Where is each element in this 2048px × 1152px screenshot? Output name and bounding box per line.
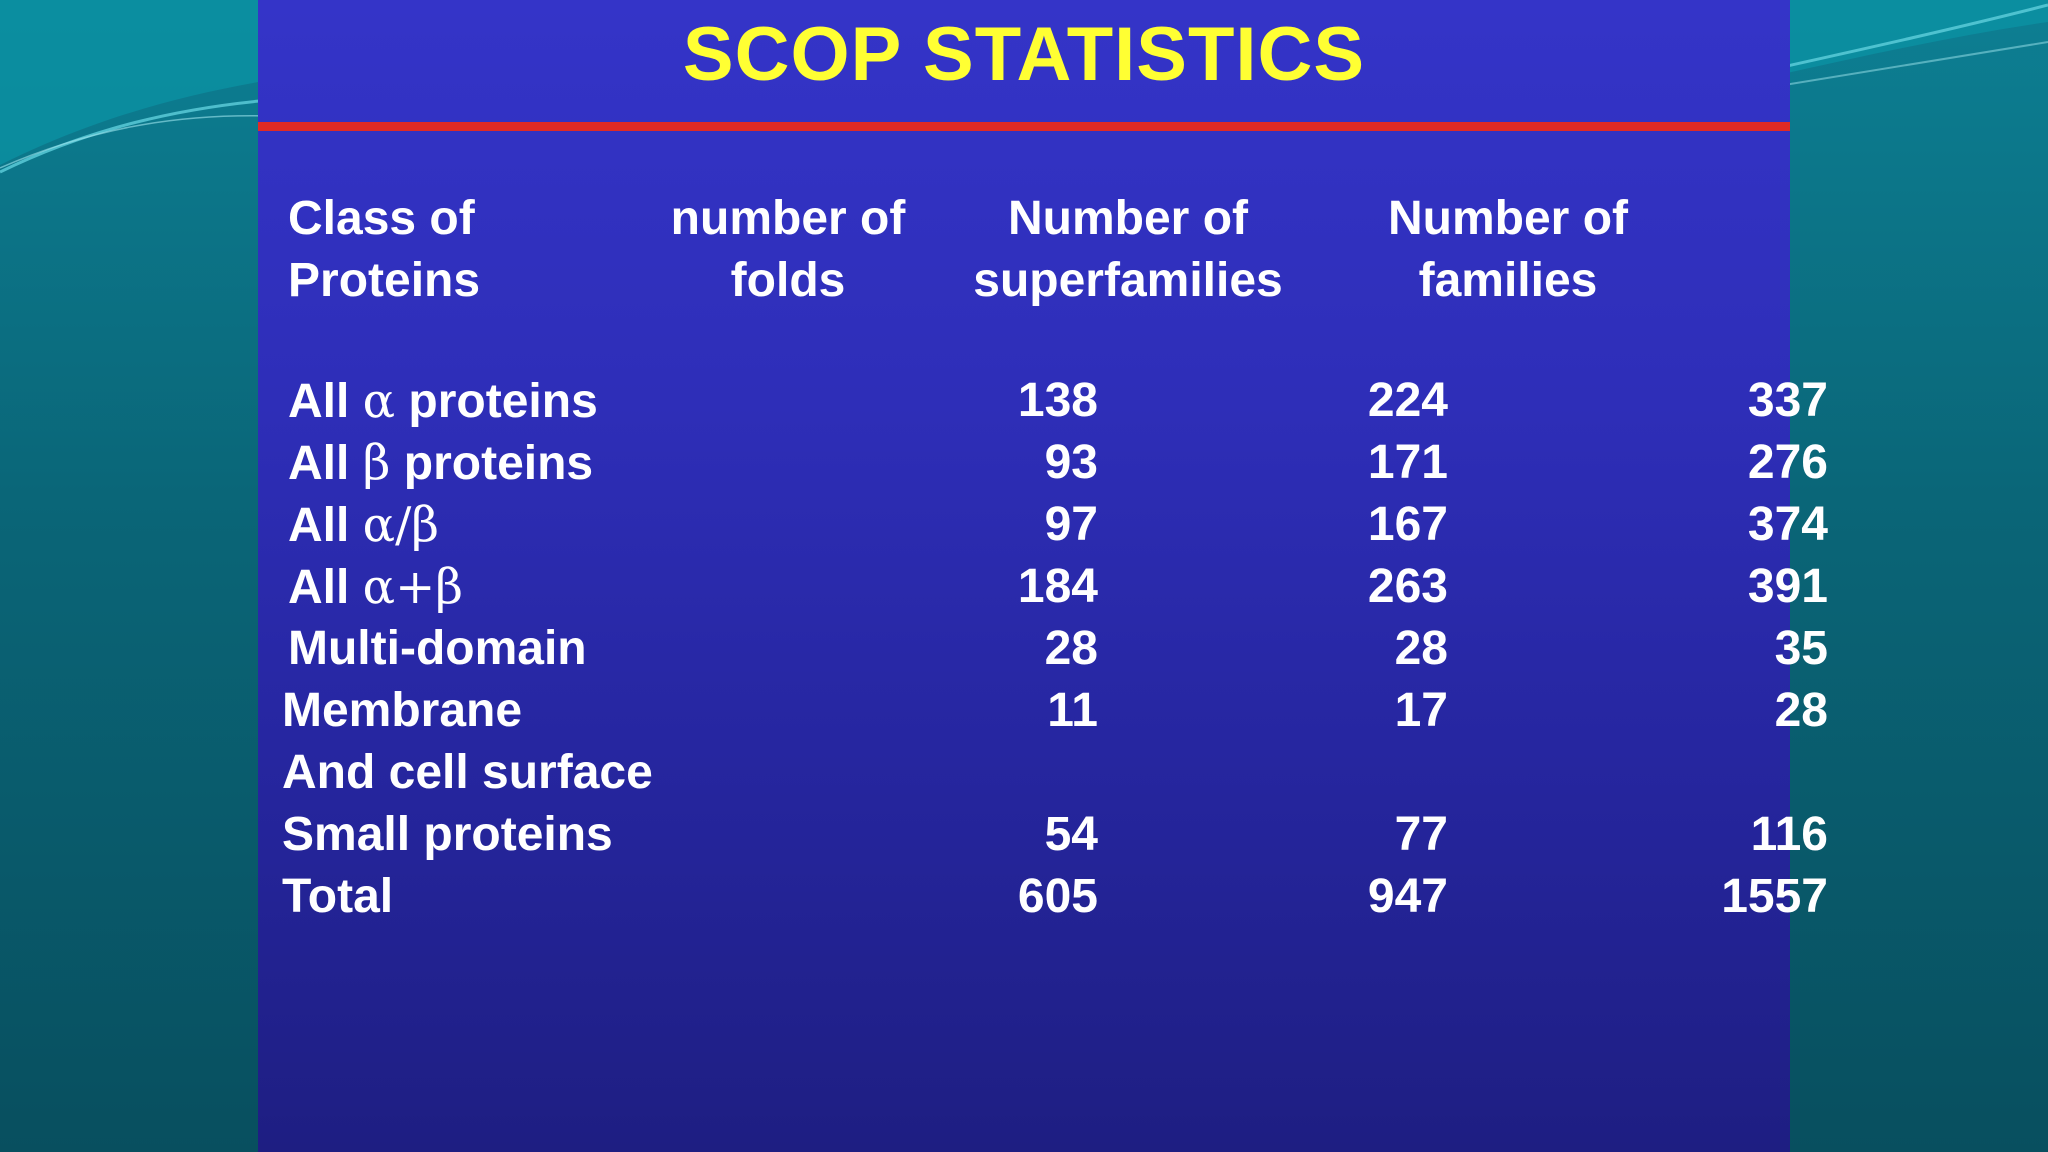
left-swoosh-decoration	[0, 0, 270, 174]
families-value: 374	[1747, 498, 1828, 551]
superfamilies-value: 947	[1367, 870, 1448, 923]
row-label: Multi-domain	[288, 618, 748, 680]
superfamilies-value: 77	[1394, 808, 1448, 861]
row-label: Total	[282, 866, 742, 928]
row-label-suffix: proteins	[395, 375, 598, 428]
header-superfamilies-line: superfamilies	[973, 254, 1283, 307]
header-superfamilies-line: Number of	[1008, 192, 1248, 245]
folds-value: 28	[1044, 622, 1098, 675]
row-label-text: Total	[282, 870, 394, 923]
header-superfamilies: Number of superfamilies	[958, 188, 1298, 312]
families-value: 35	[1774, 622, 1828, 675]
row-label-text: All	[288, 437, 363, 490]
superfamilies-value: 263	[1367, 560, 1448, 613]
folds-value: 138	[1017, 374, 1098, 427]
header-class-line: Proteins	[288, 254, 481, 307]
header-class: Class of Proteins	[288, 188, 668, 312]
row-label-greek: α/β	[362, 497, 440, 553]
superfamilies-value: 17	[1394, 684, 1448, 737]
row-label-text: Multi-domain	[288, 622, 587, 675]
header-folds-line: number of	[670, 192, 906, 245]
row-label: Small proteins	[282, 804, 742, 866]
row-label-text: Membrane	[282, 684, 523, 737]
families-value: 1557	[1721, 870, 1828, 923]
families-value: 391	[1747, 560, 1828, 613]
families-value: 276	[1747, 436, 1828, 489]
row-label-greek: α+β	[362, 559, 464, 615]
folds-value: 97	[1044, 498, 1098, 551]
families-value: 337	[1747, 374, 1828, 427]
header-families-line: families	[1418, 254, 1598, 307]
row-label-text: All	[288, 561, 363, 614]
row-label-text: All	[288, 499, 363, 552]
row-label-text: And cell surface	[282, 746, 653, 799]
header-folds: number of folds	[638, 188, 938, 312]
slide-panel: SCOP STATISTICS Class of Proteins number o…	[258, 0, 1828, 1152]
superfamilies-value: 171	[1367, 436, 1448, 489]
row-label: And cell surface	[282, 742, 742, 804]
row-label-text: All	[288, 375, 363, 428]
row-label: All β proteins	[288, 432, 748, 495]
folds-value: 184	[1017, 560, 1098, 613]
row-label-greek: β	[362, 435, 391, 491]
slide-title: SCOP STATISTICS	[682, 12, 1366, 97]
header-class-line: Class of	[288, 192, 475, 245]
row-label: All α/β	[288, 494, 748, 557]
folds-value: 93	[1044, 436, 1098, 489]
superfamilies-value: 224	[1367, 374, 1448, 427]
row-label-text: Small proteins	[282, 808, 613, 861]
row-label: All α+β	[288, 556, 748, 619]
right-swoosh-decoration	[1778, 0, 2048, 87]
title-divider	[258, 122, 1790, 131]
superfamilies-value: 167	[1367, 498, 1448, 551]
superfamilies-value: 28	[1394, 622, 1448, 675]
row-label: All α proteins	[288, 370, 748, 433]
families-value: 116	[1750, 808, 1828, 861]
folds-value: 11	[1047, 684, 1098, 737]
row-label-greek: α	[362, 373, 396, 429]
folds-value: 54	[1044, 808, 1098, 861]
folds-value: 605	[1017, 870, 1098, 923]
row-label-suffix: proteins	[390, 437, 594, 490]
header-families-line: Number of	[1388, 192, 1628, 245]
families-value: 28	[1774, 684, 1828, 737]
header-folds-line: folds	[730, 254, 846, 307]
row-label: Membrane	[282, 680, 742, 742]
header-families: Number of families	[1343, 188, 1673, 312]
